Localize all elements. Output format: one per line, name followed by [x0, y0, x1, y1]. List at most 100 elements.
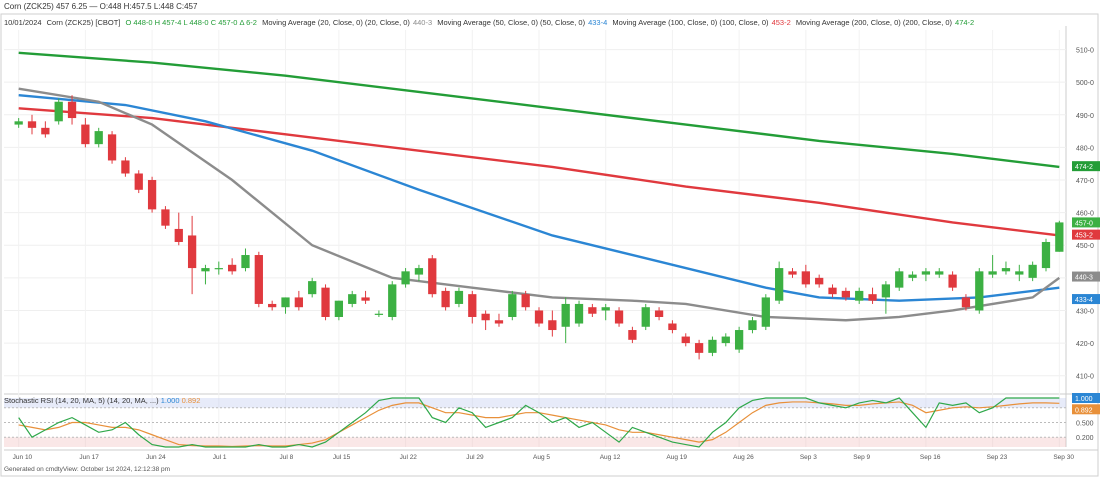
candle-body [281, 297, 290, 308]
legend-symbol: Corn (ZCK25) [CBOT] [46, 18, 121, 27]
candle-body [708, 339, 717, 353]
date-tick-label: Jun 10 [13, 454, 33, 461]
candle-body [54, 101, 63, 122]
candle-body [494, 320, 504, 324]
last-value-tag [1072, 229, 1100, 240]
candle-body [721, 336, 730, 344]
date-tick-label: Jul 8 [280, 454, 294, 461]
candle-body [1001, 268, 1011, 272]
candle-body [228, 264, 237, 272]
oversold-band [4, 437, 1066, 447]
ma100-line [18, 107, 1060, 237]
date-tick-label: Sep 30 [1053, 454, 1074, 461]
candle-body [1015, 271, 1024, 275]
overbought-band [4, 398, 1066, 408]
price-tick-label: 450-0 [1076, 243, 1094, 250]
ma50-line [18, 94, 1060, 302]
legend-ma20: Moving Average (20, Close, 0) (20, Close… [262, 18, 410, 27]
candle-body [961, 297, 971, 308]
candle-body [748, 320, 757, 331]
candle-body [121, 160, 130, 174]
chart-title: Corn (ZCK25) 457 6.25 — O:448 H:457.5 L:… [4, 2, 198, 11]
candle-body [628, 330, 637, 340]
candle-body [855, 290, 864, 301]
date-tick-label: Aug 26 [733, 454, 754, 461]
candle-body [895, 271, 904, 288]
candle-body [788, 271, 797, 275]
legend-date: 10/01/2024 [4, 18, 42, 27]
stoch-legend-label: Stochastic RSI (14, 20, MA, 5) (14, 20, … [4, 396, 159, 405]
moving-average-lines [18, 51, 1061, 322]
candle-body [67, 101, 77, 119]
candle-body [1041, 241, 1051, 269]
candle-body [561, 303, 570, 327]
candle-body [828, 287, 837, 295]
date-tick-label: Jun 24 [146, 454, 166, 461]
candle-body [641, 307, 650, 327]
candle-body [414, 268, 424, 275]
stoch-d-tag [1072, 404, 1100, 415]
date-tick-label: Sep 3 [800, 454, 817, 461]
price-tick-label: 430-0 [1076, 308, 1094, 315]
last-value-label: 433-4 [1075, 297, 1093, 304]
price-tick-label: 460-0 [1076, 211, 1094, 218]
candle-body [374, 313, 384, 315]
candle-body [107, 134, 117, 161]
legend-ma20-value: 440-3 [412, 18, 433, 27]
last-value-tag [1072, 161, 1100, 172]
stoch-legend-k: 1.000 [160, 396, 180, 405]
candle-body [361, 297, 370, 301]
date-tick-label: Aug 12 [600, 454, 621, 461]
candle-body [241, 255, 250, 269]
candle-body [134, 173, 143, 190]
stoch-d-tag-label: 0.892 [1075, 407, 1093, 414]
candle-body [734, 330, 744, 350]
candle-body [815, 277, 824, 285]
price-tick-label: 420-0 [1076, 341, 1094, 348]
date-tick-label: Aug 5 [533, 454, 550, 461]
price-tick-label: 410-0 [1076, 374, 1094, 381]
date-tick-label: Jul 29 [466, 454, 484, 461]
stoch-tick-label: 0.200 [1076, 435, 1094, 442]
candle-body [881, 284, 891, 298]
candle-body [601, 307, 610, 311]
stoch-k-tag-label: 1.000 [1075, 396, 1093, 403]
candle-body [321, 287, 330, 317]
last-value-label: 474-2 [1075, 164, 1093, 171]
candle-body [401, 271, 410, 285]
date-tick-label: Sep 9 [853, 454, 870, 461]
last-value-tag [1072, 271, 1100, 282]
date-tick-label: Jul 15 [333, 454, 351, 461]
candle-body [468, 294, 477, 317]
stoch-tick-label: 0.500 [1076, 421, 1094, 428]
date-tick-label: Sep 23 [987, 454, 1008, 461]
candle-body [988, 271, 997, 275]
candle-body [187, 235, 197, 269]
candle-body [681, 336, 690, 344]
candle-body [454, 290, 464, 304]
legend-ma200-value: 474-2 [955, 18, 975, 27]
candle-body [81, 124, 90, 145]
last-value-label: 440-3 [1075, 275, 1093, 282]
date-tick-label: Jun 17 [79, 454, 99, 461]
candle-body [254, 255, 263, 304]
candle-body [1028, 264, 1037, 278]
chart-legend: 10/01/2024 Corn (ZCK25) [CBOT] O 448-0 H… [4, 18, 977, 27]
date-axis: Jun 10 Jun 17 Jun 24 Jul 1 Jul 8 Jul 15 Jul 22… [13, 454, 1075, 461]
candle-body [574, 303, 584, 324]
legend-ma100-value: 453-2 [771, 18, 791, 27]
last-value-tag [1072, 294, 1100, 305]
candle-body [441, 290, 450, 308]
last-value-label: 453-2 [1075, 233, 1093, 240]
candle-body [614, 310, 624, 324]
stoch-legend: Stochastic RSI (14, 20, MA, 5) (14, 20, … [4, 396, 200, 405]
candle-body [668, 323, 677, 331]
stoch-k-line [18, 397, 1060, 448]
candle-body [508, 294, 517, 317]
candle-body [841, 290, 850, 298]
candle-body [147, 180, 157, 210]
price-tick-label: 480-0 [1076, 145, 1094, 152]
candle-body [214, 268, 223, 270]
